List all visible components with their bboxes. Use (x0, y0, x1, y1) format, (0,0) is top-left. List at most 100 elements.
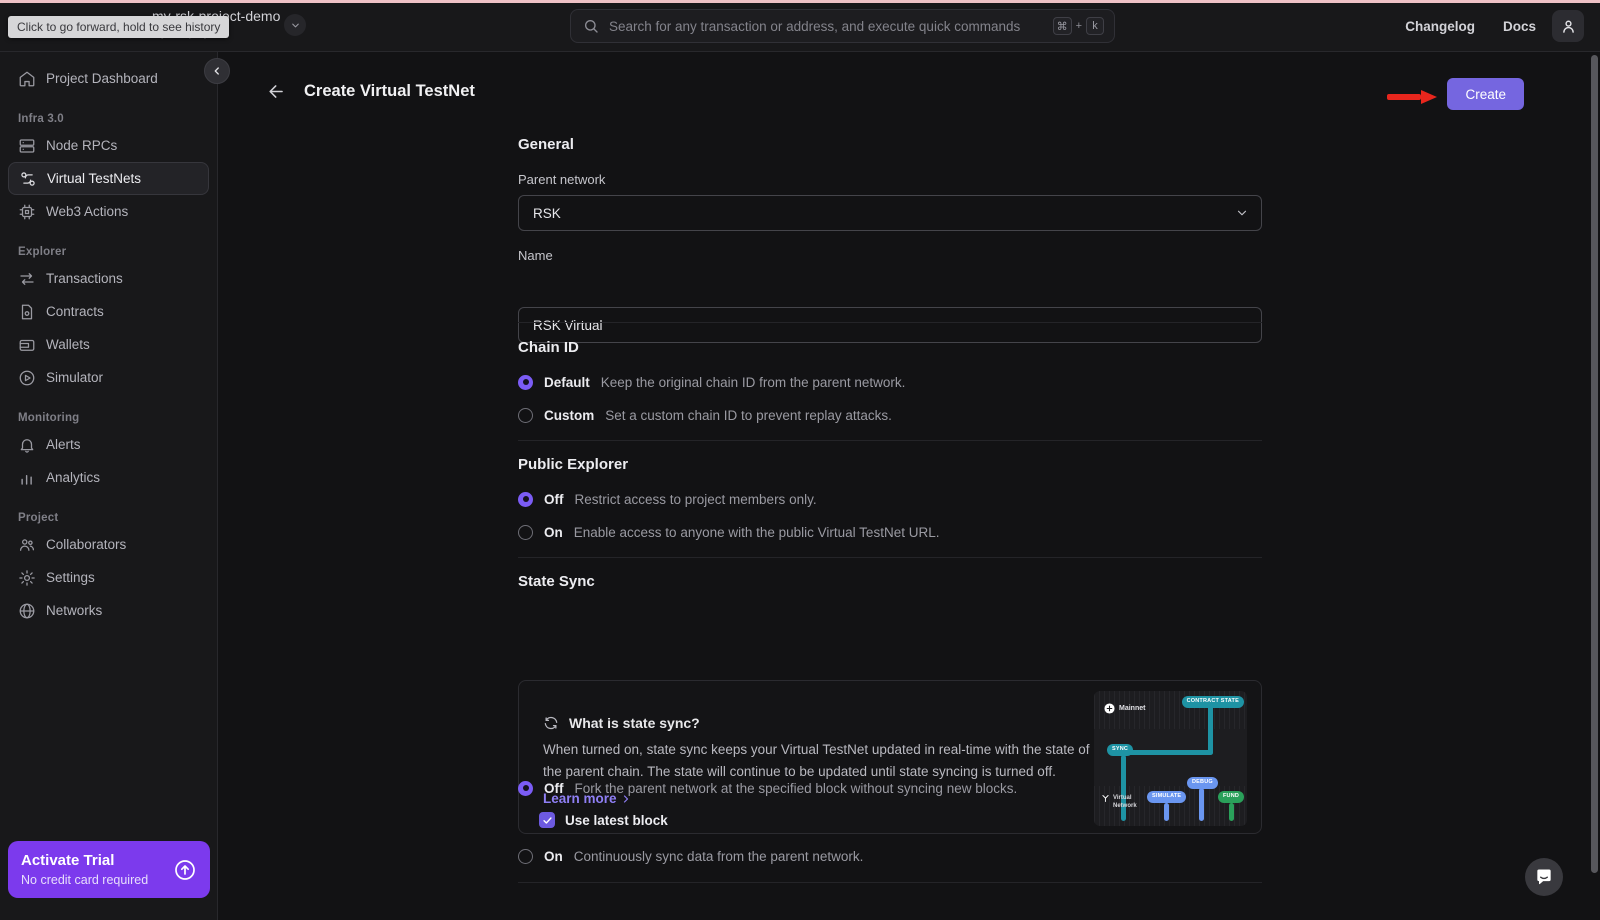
sidebar-item-label: Node RPCs (46, 138, 118, 153)
sidebar-item-label: Virtual TestNets (47, 171, 142, 186)
public-explorer-heading: Public Explorer (518, 456, 629, 473)
name-input[interactable] (533, 317, 1247, 333)
create-button[interactable]: Create (1447, 78, 1524, 110)
sidebar-item-label: Alerts (46, 437, 81, 452)
trial-subtitle: No credit card required (21, 873, 149, 887)
divider (518, 557, 1262, 558)
sidebar-collapse-button[interactable] (204, 58, 230, 84)
activate-trial-banner[interactable]: Activate Trial No credit card required (8, 841, 210, 898)
project-chevron-button[interactable] (284, 14, 306, 36)
chain-id-custom-option[interactable]: Custom Set a custom chain ID to prevent … (518, 407, 1262, 423)
global-search: ⌘ + k (570, 9, 1115, 43)
chat-support-button[interactable] (1525, 858, 1563, 896)
option-description: Fork the parent network at the specified… (574, 780, 1018, 796)
arrow-up-circle-icon (173, 858, 197, 882)
chevron-down-icon (290, 20, 301, 31)
k-key: k (1086, 17, 1104, 35)
search-shortcut: ⌘ + k (1052, 17, 1104, 35)
state-sync-on-option[interactable]: On Continuously sync data from the paren… (518, 848, 1262, 864)
user-icon (1560, 18, 1577, 35)
mainnet-label: Mainnet (1119, 705, 1146, 712)
radio-unselected[interactable] (518, 524, 533, 540)
state-sync-illustration: CONTRACT STATE SYNC DEBUG SIMULATE FUND … (1094, 691, 1247, 826)
sidebar-item-web3-actions[interactable]: Web3 Actions (8, 195, 209, 228)
back-arrow-button[interactable] (267, 82, 286, 101)
public-explorer-off-option[interactable]: Off Restrict access to project members o… (518, 491, 1262, 507)
radio-selected[interactable] (518, 780, 533, 796)
learn-more-label: Learn more (543, 791, 617, 806)
fund-line (1229, 803, 1234, 821)
chat-bubble-icon (1534, 867, 1554, 887)
checkbox-checked[interactable] (539, 812, 555, 828)
sidebar-item-virtual-testnets[interactable]: Virtual TestNets (8, 162, 209, 195)
sync-icon (543, 715, 559, 731)
contract-state-line (1208, 705, 1213, 755)
chain-id-default-option[interactable]: Default Keep the original chain ID from … (518, 374, 1262, 390)
sidebar-item-networks[interactable]: Networks (8, 594, 209, 627)
parent-network-label: Parent network (518, 172, 606, 187)
radio-selected[interactable] (518, 491, 533, 507)
search-input[interactable] (609, 18, 1043, 34)
state-sync-off-option[interactable]: Off Fork the parent network at the speci… (518, 780, 1262, 796)
gear-icon (18, 569, 36, 587)
command-key: ⌘ (1052, 17, 1072, 35)
option-description: Continuously sync data from the parent n… (573, 848, 864, 864)
virtual-network-node: Virtual Network (1101, 794, 1143, 810)
parent-network-select[interactable]: RSK (518, 195, 1262, 231)
user-menu-button[interactable] (1552, 10, 1584, 42)
option-description: Set a custom chain ID to prevent replay … (605, 407, 892, 423)
name-label: Name (518, 248, 553, 263)
changelog-link[interactable]: Changelog (1405, 18, 1475, 34)
radio-selected[interactable] (518, 374, 533, 390)
option-description: Restrict access to project members only. (574, 491, 817, 507)
sidebar-item-label: Web3 Actions (46, 204, 129, 219)
contract-file-icon (18, 303, 36, 321)
sidebar-item-transactions[interactable]: Transactions (8, 262, 209, 295)
fork-icon (1101, 794, 1110, 810)
sidebar-item-simulator[interactable]: Simulator (8, 361, 209, 394)
home-icon (18, 70, 36, 88)
state-sync-heading: State Sync (518, 573, 595, 590)
debug-line (1199, 788, 1204, 821)
annotation-red-arrow (1387, 90, 1437, 104)
page-scrollbar[interactable] (1591, 55, 1598, 873)
name-field-wrap (518, 307, 1262, 343)
sidebar-item-wallets[interactable]: Wallets (8, 328, 209, 361)
docs-link[interactable]: Docs (1502, 18, 1536, 34)
virtual-testnets-icon (19, 170, 37, 188)
state-sync-card-body: When turned on, state sync keeps your Vi… (543, 742, 1090, 780)
sidebar-section-project: Project (18, 512, 59, 524)
top-strip (0, 0, 1600, 3)
chain-id-heading: Chain ID (518, 339, 579, 356)
people-icon (18, 536, 36, 554)
use-latest-block-option[interactable]: Use latest block (539, 811, 1283, 829)
sidebar-item-label: Wallets (46, 337, 90, 352)
mainnet-node: Mainnet (1104, 703, 1145, 714)
fund-badge: FUND (1218, 791, 1245, 803)
sidebar-item-contracts[interactable]: Contracts (8, 295, 209, 328)
public-explorer-on-option[interactable]: On Enable access to anyone with the publ… (518, 524, 1262, 540)
sidebar-item-label: Simulator (46, 370, 104, 385)
sidebar: Project Dashboard Infra 3.0 Node RPCs Vi… (0, 52, 218, 920)
main-content: Create Virtual TestNet Create General Pa… (219, 52, 1600, 920)
radio-unselected[interactable] (518, 848, 533, 864)
trial-title: Activate Trial (21, 852, 115, 869)
browser-tooltip: Click to go forward, hold to see history (8, 16, 230, 38)
divider (518, 440, 1262, 441)
option-label: On (544, 524, 563, 540)
sidebar-item-project-dashboard[interactable]: Project Dashboard (8, 62, 209, 95)
debug-badge: DEBUG (1187, 777, 1218, 789)
sidebar-item-alerts[interactable]: Alerts (8, 428, 209, 461)
topbar: my-rsk-project-demo my-rsk-project ⌘ + k… (0, 0, 1600, 52)
sidebar-item-analytics[interactable]: Analytics (8, 461, 209, 494)
sidebar-item-collaborators[interactable]: Collaborators (8, 528, 209, 561)
divider (518, 882, 1262, 883)
sidebar-item-node-rpcs[interactable]: Node RPCs (8, 129, 209, 162)
simulate-badge: SIMULATE (1147, 791, 1187, 803)
learn-more-link[interactable]: Learn more (543, 791, 632, 806)
bar-chart-icon (18, 469, 36, 487)
contract-state-badge: CONTRACT STATE (1181, 696, 1244, 708)
sidebar-item-settings[interactable]: Settings (8, 561, 209, 594)
globe-icon (18, 602, 36, 620)
radio-unselected[interactable] (518, 407, 533, 423)
